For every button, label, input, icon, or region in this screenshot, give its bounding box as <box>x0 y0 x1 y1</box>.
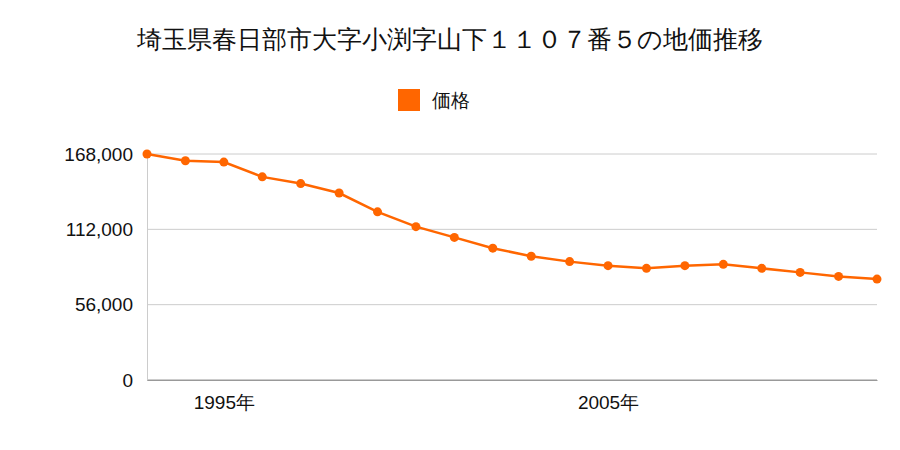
point <box>296 179 305 188</box>
plot-area <box>143 150 882 284</box>
point <box>719 260 728 269</box>
y-tick: 168,000 <box>64 144 147 165</box>
line <box>147 154 877 279</box>
grid-line <box>147 304 877 305</box>
point <box>373 207 382 216</box>
grid-line <box>147 154 877 155</box>
point <box>450 233 459 242</box>
grid <box>147 154 877 380</box>
y-tick: 0 <box>122 370 147 391</box>
y-axis-line <box>147 155 148 381</box>
y-tick: 56,000 <box>75 294 147 315</box>
chart: 埼玉県春日部市大字小渕字山下１１０７番５の地価推移 0 56,000 112,000 1… <box>0 0 900 450</box>
grid-line <box>147 229 877 230</box>
point <box>411 222 420 231</box>
x-tick-label: 1995年 <box>194 392 255 413</box>
point <box>796 268 805 277</box>
point <box>680 261 689 270</box>
legend-label: 価格 <box>432 89 470 111</box>
x-tick: 1995年 <box>194 392 255 413</box>
point <box>181 156 190 165</box>
y-tick-label: 112,000 <box>66 219 133 240</box>
point <box>565 257 574 266</box>
point <box>527 252 536 261</box>
x-tick-label: 2005年 <box>578 392 639 413</box>
grid-line <box>147 380 877 381</box>
legend: 価格 <box>398 89 470 111</box>
legend-swatch <box>398 89 420 111</box>
point <box>757 264 766 273</box>
y-tick-label: 56,000 <box>75 294 133 315</box>
point <box>642 264 651 273</box>
point <box>604 261 613 270</box>
x-axis: 1995年 2005年 <box>148 381 878 414</box>
point <box>258 172 267 181</box>
title: 埼玉県春日部市大字小渕字山下１１０７番５の地価推移 <box>136 25 763 54</box>
point <box>335 189 344 198</box>
y-axis: 0 56,000 112,000 168,000 <box>64 144 147 391</box>
point <box>873 275 882 284</box>
y-tick-label: 168,000 <box>64 144 133 165</box>
point <box>488 244 497 253</box>
y-tick-label: 0 <box>122 370 133 391</box>
point <box>834 272 843 281</box>
point <box>219 158 228 167</box>
x-axis-line <box>148 380 878 381</box>
point <box>143 150 152 159</box>
y-tick: 112,000 <box>66 219 147 240</box>
x-tick: 2005年 <box>578 392 639 413</box>
